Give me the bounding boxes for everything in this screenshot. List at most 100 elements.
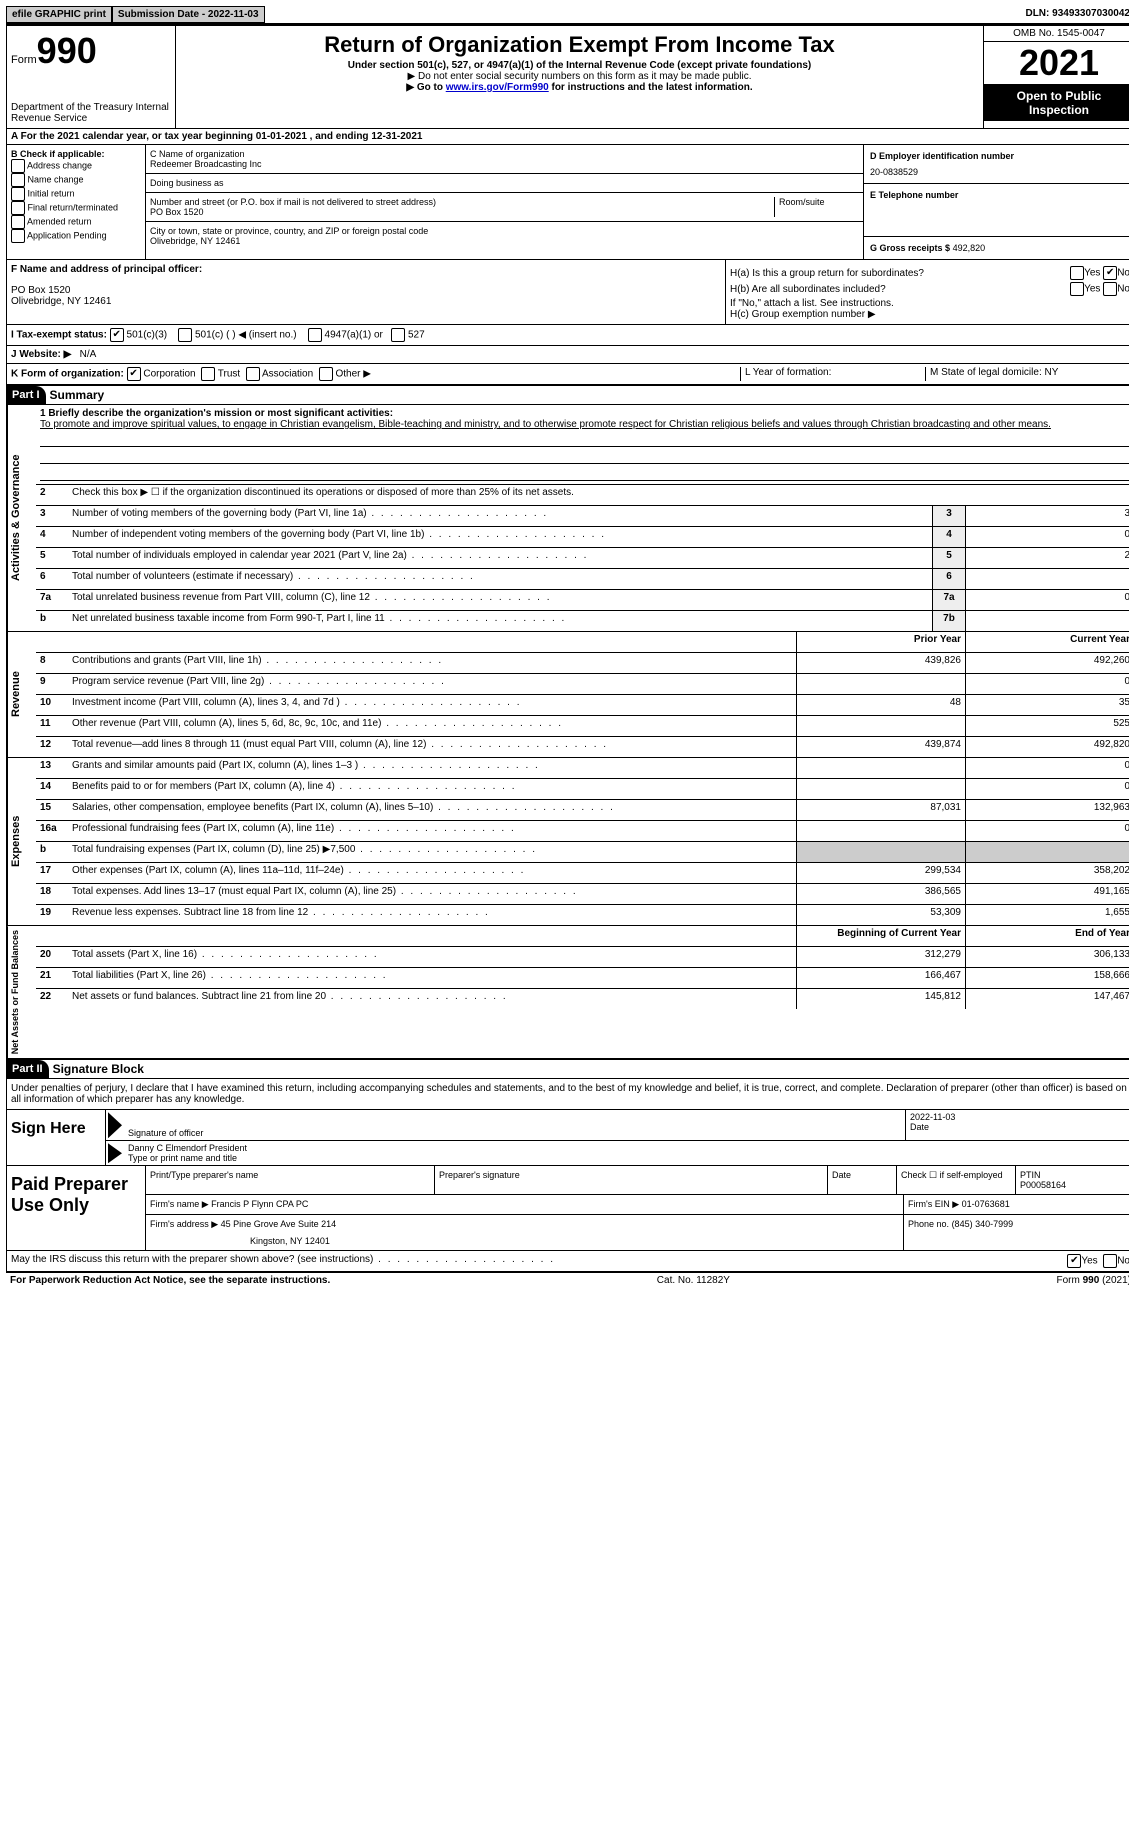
cb-527[interactable] [391, 328, 405, 342]
f-label: F Name and address of principal officer: [11, 264, 721, 275]
officer-addr1: PO Box 1520 [11, 285, 721, 296]
table-row: 14Benefits paid to or for members (Part … [36, 779, 1129, 800]
table-row: 22Net assets or fund balances. Subtract … [36, 989, 1129, 1009]
hb-no[interactable] [1103, 282, 1117, 296]
omb-number: OMB No. 1545-0047 [984, 26, 1129, 42]
sig-officer-label: Signature of officer [128, 1128, 901, 1138]
prep-date-header: Date [828, 1166, 897, 1194]
mission-q: 1 Briefly describe the organization's mi… [40, 408, 1129, 419]
table-row: 19Revenue less expenses. Subtract line 1… [36, 905, 1129, 925]
form-label: Form [11, 54, 37, 66]
cb-trust[interactable] [201, 367, 215, 381]
form-number: 990 [37, 30, 97, 71]
cb-amended[interactable] [11, 215, 25, 229]
c-label: C Name of organization [150, 149, 859, 159]
addr-value: PO Box 1520 [150, 207, 774, 217]
paid-preparer-label: Paid Preparer Use Only [7, 1166, 146, 1250]
gross-receipts: 492,820 [953, 243, 986, 253]
table-row: 13Grants and similar amounts paid (Part … [36, 758, 1129, 779]
cb-address-change[interactable] [11, 159, 25, 173]
ha-label: H(a) Is this a group return for subordin… [730, 268, 924, 279]
org-name: Redeemer Broadcasting Inc [150, 159, 859, 169]
hb-label: H(b) Are all subordinates included? [730, 284, 886, 295]
cb-name-change[interactable] [11, 173, 25, 187]
table-row: 9Program service revenue (Part VIII, lin… [36, 674, 1129, 695]
row-j: J Website: ▶ N/A [6, 346, 1129, 364]
g-label: G Gross receipts $ [870, 243, 950, 253]
table-row: 6Total number of volunteers (estimate if… [36, 569, 1129, 590]
part2-label: Part II [6, 1060, 49, 1078]
ptin-label: PTIN [1020, 1170, 1129, 1180]
paid-preparer: Paid Preparer Use Only Print/Type prepar… [6, 1166, 1129, 1251]
table-row: 18Total expenses. Add lines 13–17 (must … [36, 884, 1129, 905]
cb-4947[interactable] [308, 328, 322, 342]
cb-app-pending[interactable] [11, 229, 25, 243]
table-row: bNet unrelated business taxable income f… [36, 611, 1129, 631]
footer-left: For Paperwork Reduction Act Notice, see … [10, 1275, 330, 1286]
table-row: 11Other revenue (Part VIII, column (A), … [36, 716, 1129, 737]
summary-netassets: Net Assets or Fund Balances Beginning of… [6, 926, 1129, 1059]
part2-title: Signature Block [53, 1062, 144, 1076]
goto-pre: ▶ Go to [406, 82, 445, 93]
side-netassets: Net Assets or Fund Balances [7, 926, 36, 1058]
top-bar: efile GRAPHIC print Submission Date - 20… [6, 6, 1129, 25]
table-row: 8Contributions and grants (Part VIII, li… [36, 653, 1129, 674]
form-header: Form990 Department of the Treasury Inter… [6, 25, 1129, 129]
current-year-header: Current Year [965, 632, 1129, 652]
summary-revenue: Revenue Prior YearCurrent Year 8Contribu… [6, 632, 1129, 758]
sign-here-label: Sign Here [7, 1110, 106, 1165]
sig-date-label: Date [910, 1122, 1129, 1132]
part1-label: Part I [6, 386, 46, 404]
ha-no[interactable] [1103, 266, 1117, 280]
table-row: 7aTotal unrelated business revenue from … [36, 590, 1129, 611]
dln: DLN: 93493307030042 [1020, 6, 1129, 23]
cb-assoc[interactable] [246, 367, 260, 381]
website-value: N/A [80, 349, 97, 360]
dept-label: Department of the Treasury Internal Reve… [11, 102, 171, 124]
m-state: M State of legal domicile: NY [925, 367, 1129, 381]
discuss-no[interactable] [1103, 1254, 1117, 1268]
submission-date: Submission Date - 2022-11-03 [112, 6, 265, 23]
room-label: Room/suite [774, 197, 859, 217]
section-fh: F Name and address of principal officer:… [6, 260, 1129, 325]
side-revenue: Revenue [7, 632, 36, 757]
prep-sig-header: Preparer's signature [435, 1166, 828, 1194]
open-public: Open to Public Inspection [984, 85, 1129, 121]
form-title: Return of Organization Exempt From Incom… [180, 32, 979, 58]
cb-final-return[interactable] [11, 201, 25, 215]
part1-title: Summary [50, 388, 105, 402]
table-row: 21Total liabilities (Part X, line 26)166… [36, 968, 1129, 989]
cb-corp[interactable] [127, 367, 141, 381]
tax-year: 2021 [984, 42, 1129, 85]
row-a-period: A For the 2021 calendar year, or tax yea… [6, 129, 1129, 145]
side-governance: Activities & Governance [7, 405, 36, 631]
goto-post: for instructions and the latest informat… [549, 82, 753, 93]
d-label: D Employer identification number [870, 151, 1128, 161]
irs-link[interactable]: www.irs.gov/Form990 [446, 82, 549, 93]
note-no-ssn: ▶ Do not enter social security numbers o… [180, 71, 979, 82]
cb-501c[interactable] [178, 328, 192, 342]
table-row: 5Total number of individuals employed in… [36, 548, 1129, 569]
city-label: City or town, state or province, country… [150, 226, 859, 236]
end-year-header: End of Year [965, 926, 1129, 946]
firm-addr1: 45 Pine Grove Ave Suite 214 [221, 1219, 336, 1229]
summary-expenses: Expenses 13Grants and similar amounts pa… [6, 758, 1129, 926]
cb-initial-return[interactable] [11, 187, 25, 201]
efile-button[interactable]: efile GRAPHIC print [6, 6, 112, 23]
discuss-q: May the IRS discuss this return with the… [11, 1254, 555, 1268]
table-row: 20Total assets (Part X, line 16)312,2793… [36, 947, 1129, 968]
line2: Check this box ▶ ☐ if the organization d… [68, 485, 1129, 505]
hb-yes[interactable] [1070, 282, 1084, 296]
table-row: 16aProfessional fundraising fees (Part I… [36, 821, 1129, 842]
footer-cat: Cat. No. 11282Y [657, 1275, 730, 1286]
table-row: bTotal fundraising expenses (Part IX, co… [36, 842, 1129, 863]
discuss-yes[interactable] [1067, 1254, 1081, 1268]
cb-501c3[interactable] [110, 328, 124, 342]
hc-label: H(c) Group exemption number ▶ [730, 309, 1129, 320]
prior-year-header: Prior Year [796, 632, 965, 652]
table-row: 4Number of independent voting members of… [36, 527, 1129, 548]
cb-other[interactable] [319, 367, 333, 381]
row-i: I Tax-exempt status: 501(c)(3) 501(c) ( … [6, 325, 1129, 346]
city-value: Olivebridge, NY 12461 [150, 236, 859, 246]
ha-yes[interactable] [1070, 266, 1084, 280]
